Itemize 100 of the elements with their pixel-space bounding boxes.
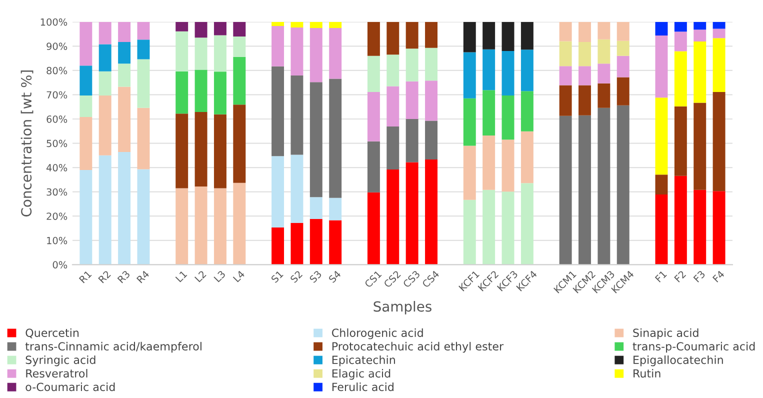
- bar: [367, 56, 380, 92]
- bar: [118, 152, 131, 265]
- bar: [194, 186, 208, 265]
- y-tick-label: 10%: [47, 236, 68, 244]
- bar: [233, 22, 246, 36]
- bar: [272, 26, 284, 66]
- bar: [463, 200, 476, 265]
- bar: [520, 22, 534, 50]
- bar: [712, 191, 726, 265]
- bar: [578, 85, 591, 116]
- x-axis-title: Samples: [374, 300, 432, 314]
- x-tick-label: L2: [194, 270, 206, 282]
- y-axis-title: Concentration [wt %]: [20, 70, 34, 216]
- bar: [674, 176, 687, 265]
- bar: [559, 22, 572, 42]
- bar: [386, 126, 400, 170]
- bar: [655, 174, 668, 195]
- y-tick-label: 80%: [46, 66, 68, 74]
- bar: [367, 22, 380, 56]
- bar: [425, 120, 438, 160]
- y-tick-label: 90%: [46, 42, 68, 50]
- bar: [310, 22, 322, 28]
- bar: [118, 42, 131, 64]
- bar: [463, 22, 476, 52]
- bar: [559, 41, 572, 66]
- bar: [406, 162, 418, 265]
- bar: [233, 56, 246, 105]
- bar: [118, 22, 131, 42]
- bar: [80, 95, 92, 118]
- bar: [502, 192, 514, 265]
- bar: [310, 28, 322, 82]
- bar: [425, 160, 438, 265]
- bar: [272, 228, 284, 265]
- bar: [674, 51, 687, 106]
- x-tick-label: F2: [674, 270, 686, 282]
- bar: [694, 30, 706, 42]
- legend-label: Quercetin: [26, 328, 79, 338]
- bar: [482, 136, 496, 190]
- y-tick-label: 20%: [46, 212, 68, 220]
- bar: [367, 92, 380, 142]
- bar: [386, 54, 400, 86]
- y-tick-label: 70%: [46, 91, 68, 99]
- bar: [694, 102, 706, 190]
- bar: [386, 86, 400, 127]
- legend-label: Epicatechin: [332, 355, 395, 366]
- bar: [674, 106, 687, 176]
- bar: [655, 22, 668, 36]
- legend-label: trans-p-Coumaric acid: [632, 342, 755, 353]
- bar: [137, 40, 150, 60]
- x-tick-label: CS1: [364, 270, 382, 288]
- bar: [520, 183, 534, 265]
- bar: [329, 28, 342, 79]
- x-tick-label: S1: [270, 270, 284, 284]
- bar: [214, 35, 226, 72]
- legend-label: Elagic acid: [332, 368, 390, 380]
- bar: [310, 219, 322, 265]
- bar: [674, 22, 687, 32]
- bar: [463, 52, 476, 98]
- bar: [194, 70, 208, 112]
- bar: [502, 95, 514, 140]
- y-tick-label: 60%: [46, 115, 68, 123]
- bar: [214, 22, 226, 36]
- bar: [520, 50, 534, 92]
- bar: [598, 64, 610, 84]
- bar: [310, 82, 322, 198]
- bar: [214, 72, 226, 114]
- y-tick-label: 30%: [46, 188, 68, 196]
- bar: [80, 22, 92, 66]
- bar: [463, 146, 476, 200]
- bar: [290, 27, 304, 76]
- bar: [98, 22, 112, 44]
- bar: [214, 114, 226, 188]
- bar: [272, 66, 284, 156]
- bar: [176, 22, 188, 32]
- bar: [98, 71, 112, 96]
- bar: [616, 77, 630, 106]
- bar: [386, 22, 400, 55]
- bar: [502, 22, 514, 52]
- legend-label: Resveratrol: [26, 368, 88, 378]
- legend-label: trans-Cinnamic acid/kaempferol: [25, 342, 202, 353]
- bar: [194, 22, 208, 38]
- bar: [578, 66, 591, 86]
- y-tick-label: 40%: [46, 164, 68, 172]
- bar: [194, 38, 208, 70]
- bar: [598, 108, 610, 265]
- x-tick-label: R3: [117, 270, 130, 284]
- bar: [655, 35, 668, 98]
- bar: [502, 140, 514, 192]
- x-tick-label: F3: [693, 270, 706, 283]
- bar: [176, 188, 188, 265]
- bar: [214, 188, 226, 265]
- bar: [367, 192, 380, 265]
- legend-label: o-Coumaric acid: [26, 382, 115, 392]
- legend-label: Ferulic acid: [332, 382, 394, 392]
- bar: [578, 115, 591, 265]
- bar: [712, 28, 726, 38]
- bar: [425, 48, 438, 81]
- bar: [386, 170, 400, 265]
- bar: [559, 85, 572, 116]
- bar: [598, 39, 610, 64]
